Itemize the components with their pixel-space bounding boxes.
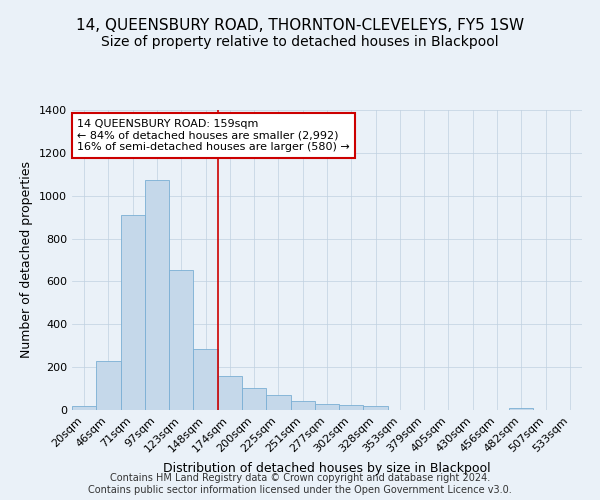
Bar [169,270,193,410]
Y-axis label: Number of detached properties: Number of detached properties [20,162,34,358]
Bar [218,376,242,410]
X-axis label: Distribution of detached houses by size in Blackpool: Distribution of detached houses by size … [163,462,491,475]
Bar [315,404,339,410]
Text: Size of property relative to detached houses in Blackpool: Size of property relative to detached ho… [101,35,499,49]
Bar [193,349,218,410]
Bar [364,406,388,410]
Bar [242,388,266,410]
Bar [145,180,169,410]
Text: 14, QUEENSBURY ROAD, THORNTON-CLEVELEYS, FY5 1SW: 14, QUEENSBURY ROAD, THORNTON-CLEVELEYS,… [76,18,524,32]
Text: Contains HM Land Registry data © Crown copyright and database right 2024.
Contai: Contains HM Land Registry data © Crown c… [88,474,512,495]
Bar [72,406,96,410]
Bar [339,406,364,410]
Text: 14 QUEENSBURY ROAD: 159sqm
← 84% of detached houses are smaller (2,992)
16% of s: 14 QUEENSBURY ROAD: 159sqm ← 84% of deta… [77,119,350,152]
Bar [96,361,121,410]
Bar [121,215,145,410]
Bar [290,401,315,410]
Bar [266,395,290,410]
Bar [509,408,533,410]
